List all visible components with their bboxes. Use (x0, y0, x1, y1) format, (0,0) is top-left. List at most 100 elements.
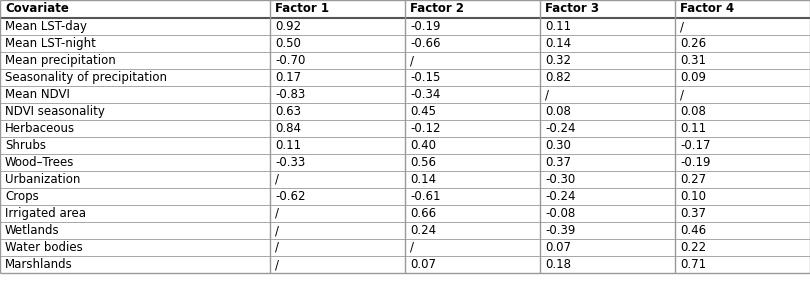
Text: Seasonality of precipitation: Seasonality of precipitation (5, 71, 167, 84)
Text: 0.31: 0.31 (680, 54, 706, 67)
Text: 0.27: 0.27 (680, 173, 706, 186)
Bar (675, 205, 810, 222)
Text: -0.19: -0.19 (410, 20, 441, 33)
Text: 0.17: 0.17 (275, 71, 301, 84)
Text: -0.30: -0.30 (545, 173, 575, 186)
Bar (540, 120, 675, 137)
Bar (675, 69, 810, 86)
Bar (270, 239, 405, 256)
Text: Mean LST-day: Mean LST-day (5, 20, 87, 33)
Text: Mean LST-night: Mean LST-night (5, 37, 96, 50)
Bar (405, 222, 540, 239)
Text: 0.10: 0.10 (680, 190, 706, 203)
Bar (270, 256, 405, 273)
Bar (270, 69, 405, 86)
Bar (540, 86, 675, 103)
Bar (0, 0, 270, 18)
Bar (405, 205, 540, 222)
Bar (540, 154, 675, 171)
Bar (675, 0, 810, 18)
Bar (540, 256, 675, 273)
Text: /: / (410, 241, 414, 254)
Bar (405, 86, 540, 103)
Bar (675, 239, 810, 256)
Text: -0.12: -0.12 (410, 122, 441, 135)
Bar (405, 154, 540, 171)
Bar (675, 52, 810, 69)
Bar (540, 18, 675, 35)
Text: 0.08: 0.08 (545, 105, 571, 118)
Bar (270, 86, 405, 103)
Text: Covariate: Covariate (5, 2, 69, 15)
Bar (405, 18, 540, 35)
Bar (675, 188, 810, 205)
Bar (540, 188, 675, 205)
Text: 0.11: 0.11 (275, 139, 301, 152)
Text: /: / (275, 258, 279, 271)
Text: 0.63: 0.63 (275, 105, 301, 118)
Bar (675, 35, 810, 52)
Text: 0.66: 0.66 (410, 207, 436, 220)
Text: 0.11: 0.11 (680, 122, 706, 135)
Text: 0.26: 0.26 (680, 37, 706, 50)
Bar (540, 35, 675, 52)
Bar (0, 120, 270, 137)
Bar (270, 171, 405, 188)
Text: Marshlands: Marshlands (5, 258, 73, 271)
Text: 0.32: 0.32 (545, 54, 571, 67)
Text: /: / (410, 54, 414, 67)
Bar (405, 256, 540, 273)
Text: -0.08: -0.08 (545, 207, 575, 220)
Text: 0.82: 0.82 (545, 71, 571, 84)
Text: -0.62: -0.62 (275, 190, 305, 203)
Bar (675, 171, 810, 188)
Text: /: / (275, 207, 279, 220)
Text: 0.09: 0.09 (680, 71, 706, 84)
Bar (0, 171, 270, 188)
Text: 0.18: 0.18 (545, 258, 571, 271)
Bar (405, 35, 540, 52)
Bar (675, 137, 810, 154)
Text: 0.56: 0.56 (410, 156, 436, 169)
Bar (270, 205, 405, 222)
Text: /: / (275, 241, 279, 254)
Bar (270, 52, 405, 69)
Text: Shrubs: Shrubs (5, 139, 46, 152)
Bar (540, 103, 675, 120)
Text: /: / (545, 88, 549, 101)
Bar (540, 137, 675, 154)
Text: -0.24: -0.24 (545, 122, 575, 135)
Bar (0, 222, 270, 239)
Bar (405, 120, 540, 137)
Text: Crops: Crops (5, 190, 39, 203)
Text: -0.17: -0.17 (680, 139, 710, 152)
Text: -0.15: -0.15 (410, 71, 441, 84)
Text: -0.70: -0.70 (275, 54, 305, 67)
Text: 0.46: 0.46 (680, 224, 706, 237)
Text: -0.33: -0.33 (275, 156, 305, 169)
Bar (540, 52, 675, 69)
Bar (270, 103, 405, 120)
Text: 0.07: 0.07 (410, 258, 436, 271)
Text: 0.24: 0.24 (410, 224, 436, 237)
Text: Water bodies: Water bodies (5, 241, 83, 254)
Bar (405, 188, 540, 205)
Text: Factor 2: Factor 2 (410, 2, 464, 15)
Text: -0.83: -0.83 (275, 88, 305, 101)
Bar (405, 239, 540, 256)
Bar (0, 35, 270, 52)
Bar (540, 205, 675, 222)
Bar (540, 69, 675, 86)
Bar (405, 69, 540, 86)
Bar (540, 171, 675, 188)
Text: 0.30: 0.30 (545, 139, 571, 152)
Text: Factor 4: Factor 4 (680, 2, 734, 15)
Bar (405, 52, 540, 69)
Text: Urbanization: Urbanization (5, 173, 80, 186)
Bar (540, 239, 675, 256)
Bar (675, 222, 810, 239)
Bar (0, 69, 270, 86)
Bar (0, 154, 270, 171)
Bar (540, 222, 675, 239)
Text: -0.61: -0.61 (410, 190, 441, 203)
